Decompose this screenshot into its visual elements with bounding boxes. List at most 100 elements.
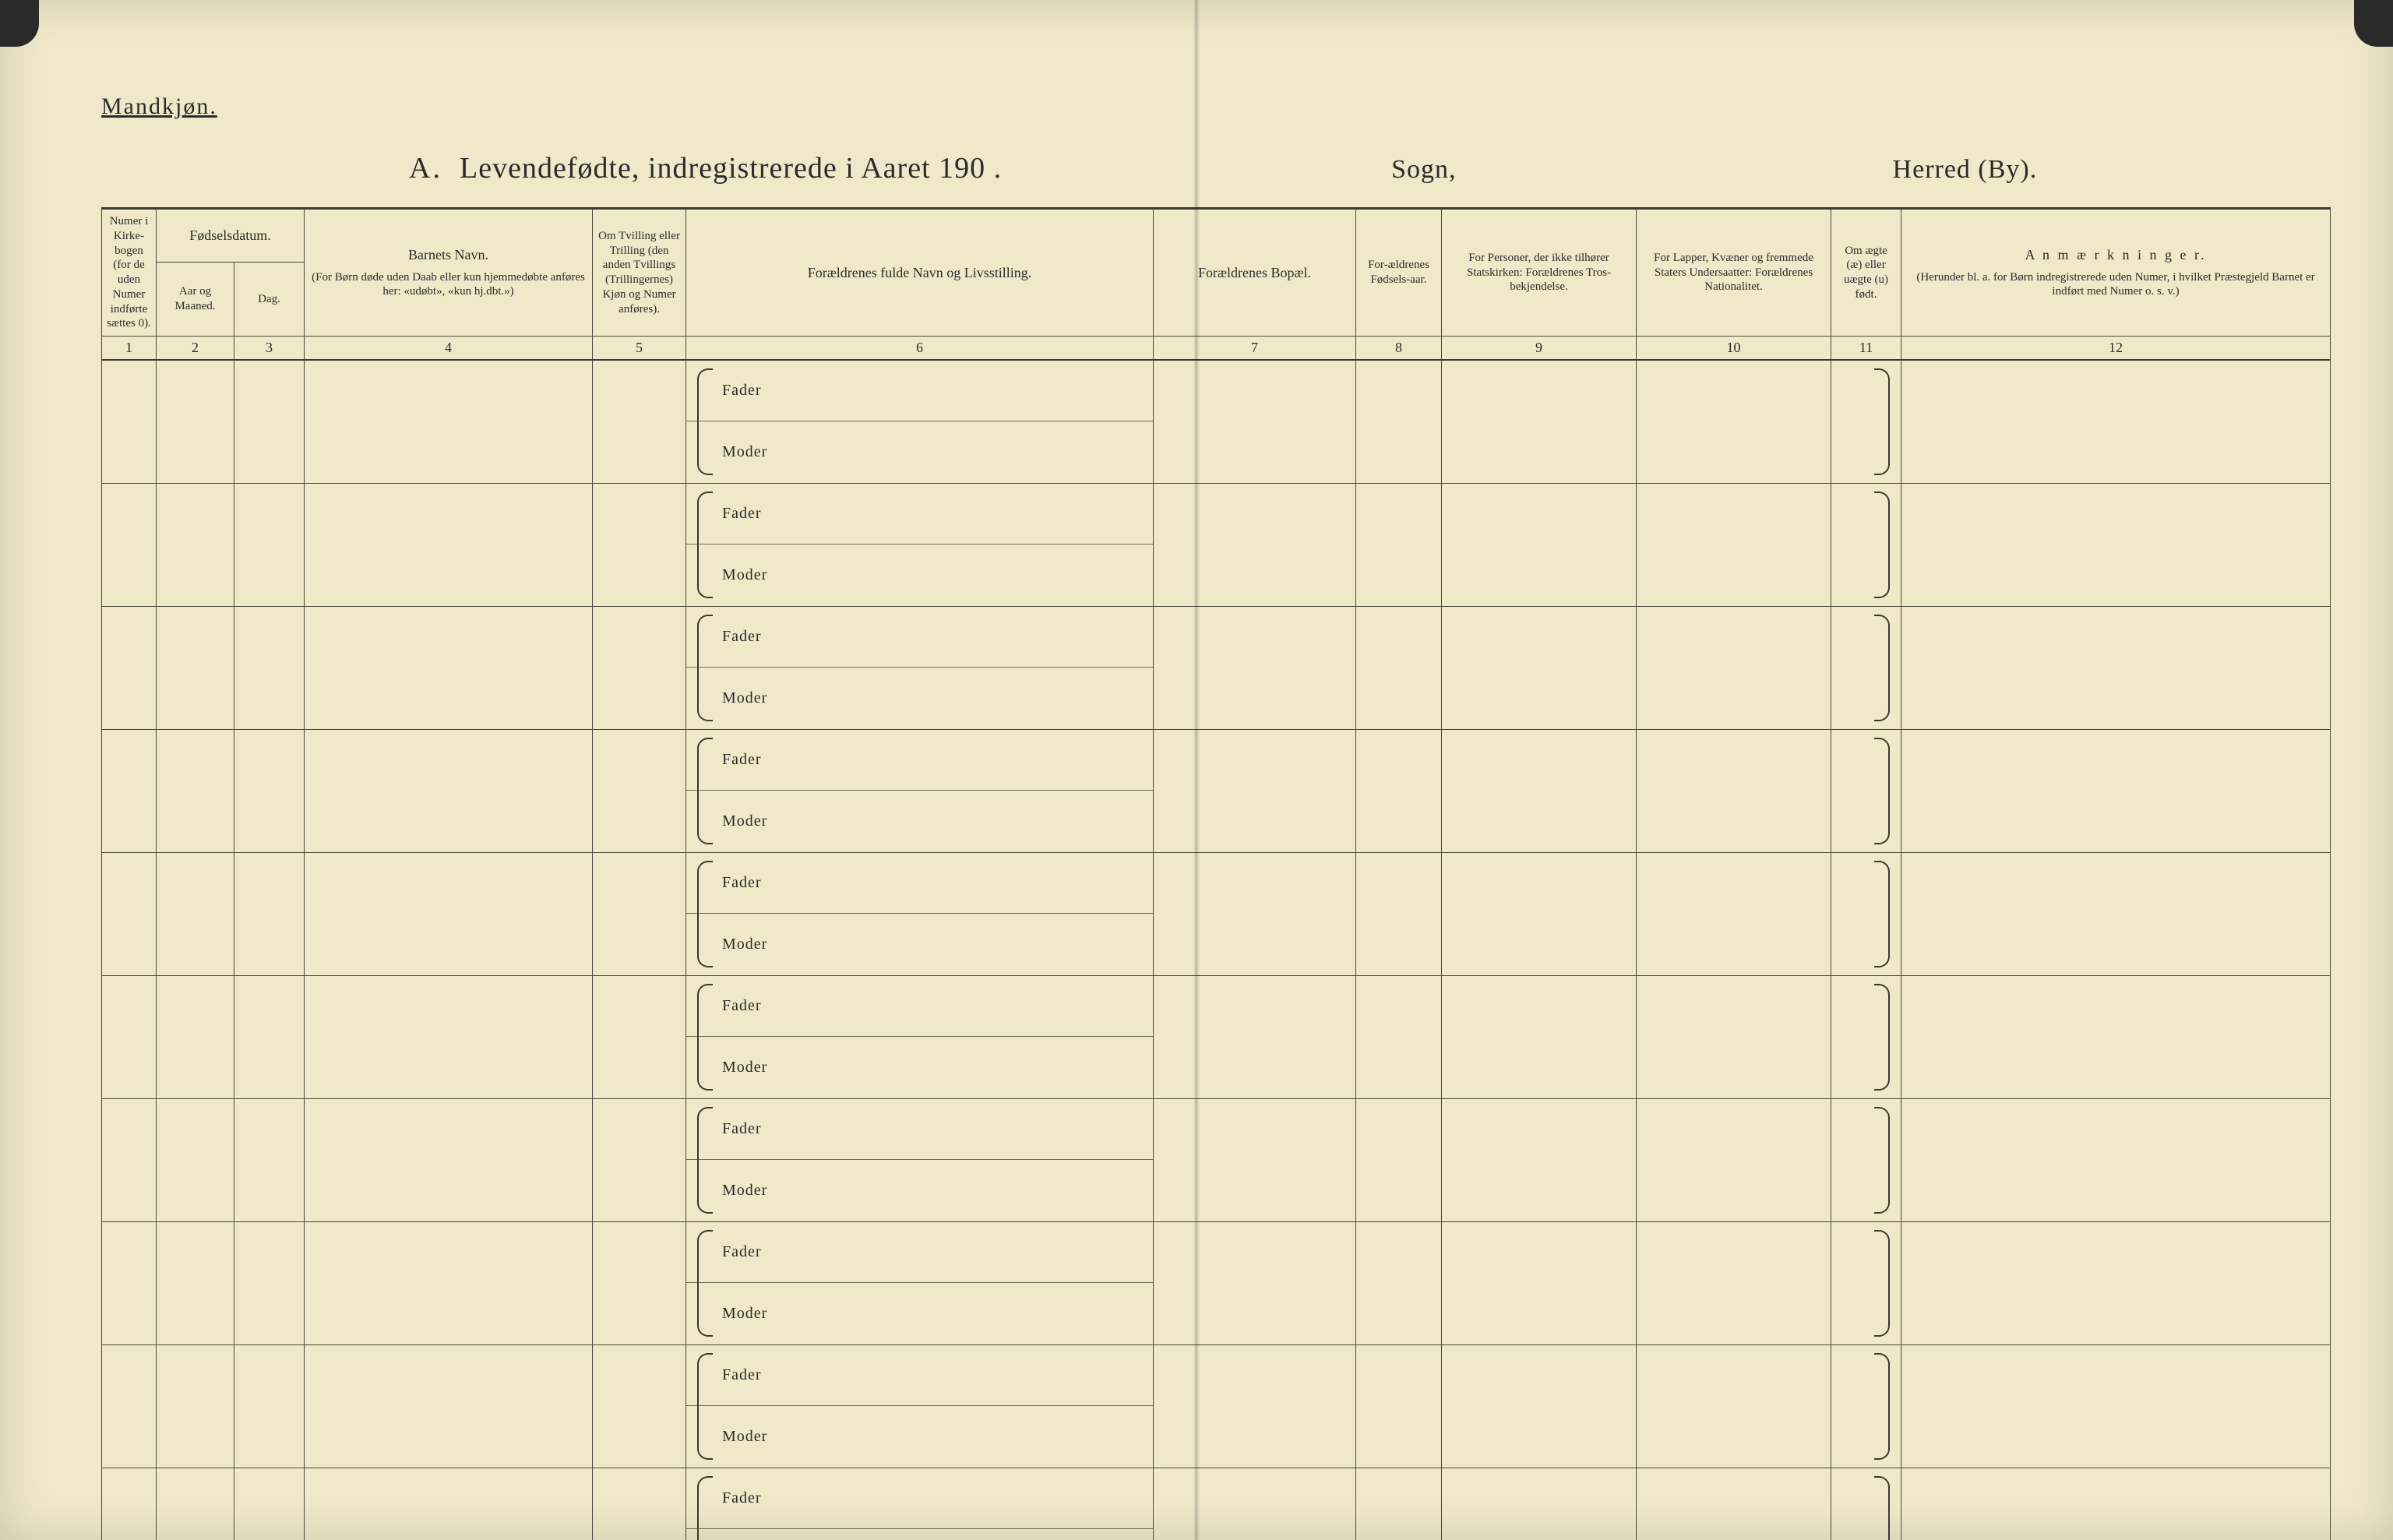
cell [305,729,593,852]
cell [1901,975,2331,1098]
cell [593,360,686,483]
cell [305,1098,593,1221]
colnum: 10 [1637,337,1831,361]
cell [593,606,686,729]
cell [1442,975,1637,1098]
fader-label: Fader [686,607,1153,668]
table-row: FaderModer [102,1221,2331,1344]
title-sogn: Sogn, [1391,155,1456,185]
cell [102,360,157,483]
cell: FaderModer [686,1344,1154,1468]
legitimacy-brace [1831,1345,1901,1468]
hdr-col12-sub: (Herunder bl. a. for Børn indregistrered… [1906,270,2325,300]
cell [102,483,157,606]
table-row: FaderModer [102,1344,2331,1468]
hdr-col9: For Personer, der ikke tilhører Statskir… [1442,209,1637,337]
parents-brace: FaderModer [686,1345,1153,1468]
cell [1901,1344,2331,1468]
cell [102,729,157,852]
legitimacy-brace [1831,853,1901,975]
cell [1901,729,2331,852]
cell [157,360,234,483]
hdr-col4-sub: (For Børn døde uden Daab eller kun hjemm… [309,270,587,300]
cell [234,1098,305,1221]
parents-brace: FaderModer [686,1222,1153,1344]
cell [593,1098,686,1221]
table-body: FaderModerFaderModerFaderModerFaderModer… [102,360,2331,1540]
title-herred: Herred (By). [1893,155,2038,185]
cell [1901,606,2331,729]
cell [234,729,305,852]
cell [1442,1344,1637,1468]
cell [157,975,234,1098]
cell [1831,1098,1901,1221]
cell [1637,1221,1831,1344]
cell [1901,852,2331,975]
cell [1901,1468,2331,1540]
cell [1356,1468,1442,1540]
legitimacy-brace [1831,607,1901,729]
cell [234,1221,305,1344]
scan-edge-right [2354,0,2393,47]
hdr-col12-main: A n m æ r k n i n g e r. [1906,246,2325,264]
table-row: FaderModer [102,1468,2331,1540]
cell [593,852,686,975]
legitimacy-brace [1831,484,1901,606]
cell [157,1344,234,1468]
table-row: FaderModer [102,360,2331,483]
gender-label: Mandkjøn. [101,93,2331,120]
cell [305,1468,593,1540]
cell [593,483,686,606]
cell [593,1344,686,1468]
legitimacy-brace [1831,976,1901,1098]
moder-label: Moder [686,1037,1153,1098]
cell: FaderModer [686,852,1154,975]
table-row: FaderModer [102,606,2331,729]
cell [1154,1098,1356,1221]
cell [234,360,305,483]
table-row: FaderModer [102,1098,2331,1221]
parents-brace: FaderModer [686,730,1153,852]
fader-label: Fader [686,1345,1153,1407]
cell [102,975,157,1098]
hdr-col4: Barnets Navn. (For Børn døde uden Daab e… [305,209,593,337]
cell [1637,729,1831,852]
cell [1442,852,1637,975]
cell [1637,1468,1831,1540]
cell [1154,483,1356,606]
cell [1154,1468,1356,1540]
cell [234,975,305,1098]
cell [1637,852,1831,975]
cell [234,1344,305,1468]
cell [593,1221,686,1344]
legitimacy-brace [1831,1468,1901,1540]
cell [102,606,157,729]
cell [1901,360,2331,483]
cell [157,1098,234,1221]
parents-brace: FaderModer [686,484,1153,606]
cell [1356,1098,1442,1221]
column-number-row: 1 2 3 4 5 6 7 8 9 10 11 12 [102,337,2331,361]
cell [1637,360,1831,483]
colnum: 6 [686,337,1154,361]
scan-edge-left [0,0,39,47]
colnum: 7 [1154,337,1356,361]
hdr-col5: Om Tvilling eller Trilling (den anden Tv… [593,209,686,337]
colnum: 4 [305,337,593,361]
cell [1356,852,1442,975]
colnum: 1 [102,337,157,361]
register-table: Numer i Kirke-bogen (for de uden Numer i… [101,207,2331,1540]
cell [1154,729,1356,852]
moder-label: Moder [686,668,1153,729]
hdr-col3: Dag. [234,262,305,336]
colnum: 12 [1901,337,2331,361]
cell [1154,360,1356,483]
cell [1442,729,1637,852]
title-main: Levendefødte, indregistrerede i Aaret 19… [460,151,1002,185]
cell [1831,1344,1901,1468]
cell [102,1221,157,1344]
fader-label: Fader [686,361,1153,421]
cell [1356,360,1442,483]
cell [1637,1098,1831,1221]
table-row: FaderModer [102,852,2331,975]
